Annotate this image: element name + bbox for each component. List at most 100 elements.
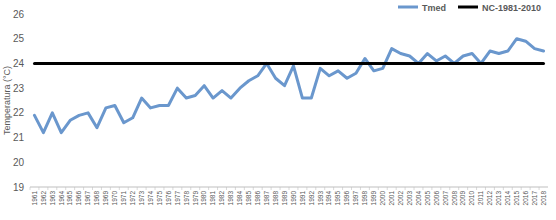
x-tick-label: 1967 <box>84 191 91 206</box>
x-tick <box>155 187 156 190</box>
x-tick <box>47 187 48 190</box>
legend-swatch <box>458 6 478 9</box>
x-tick-label: 1987 <box>263 191 270 206</box>
x-tick-label: 2012 <box>486 191 493 206</box>
x-tick <box>396 187 397 190</box>
x-tick-label: 1964 <box>58 191 65 206</box>
series-line <box>34 62 543 65</box>
x-tick <box>119 187 120 190</box>
x-tick <box>172 187 173 190</box>
legend-label: Tmed <box>422 3 446 13</box>
x-tick <box>315 187 316 190</box>
y-tick-label: 20 <box>13 157 25 168</box>
x-tick-label: 1975 <box>156 191 163 206</box>
x-tick <box>360 187 361 190</box>
x-tick-label: 1974 <box>147 191 154 206</box>
x-tick <box>146 187 147 190</box>
x-tick-label: 1989 <box>281 191 288 206</box>
x-tick-label: 1961 <box>31 191 38 206</box>
y-tick-label: 24 <box>13 58 25 69</box>
y-tick <box>28 14 30 15</box>
x-tick-label: 2015 <box>513 191 520 206</box>
x-tick <box>449 187 450 190</box>
x-tick-label: 2016 <box>522 191 529 206</box>
x-tick-label: 1995 <box>334 191 341 206</box>
x-tick <box>244 187 245 190</box>
chart: 1920212223242526Temperatura (°C)19611962… <box>0 0 556 220</box>
legend-label: NC-1981-2010 <box>482 3 541 13</box>
x-tick-label: 1990 <box>290 191 297 206</box>
x-tick <box>405 187 406 190</box>
x-tick <box>440 187 441 190</box>
x-tick-label: 1981 <box>209 191 216 206</box>
y-tick-label: 21 <box>13 132 25 143</box>
x-tick <box>56 187 57 190</box>
x-tick-label: 1986 <box>254 191 261 206</box>
x-tick-label: 1965 <box>66 191 73 206</box>
x-tick-label: 1977 <box>174 191 181 206</box>
x-tick-label: 1984 <box>236 191 243 206</box>
x-tick-label: 2002 <box>397 191 404 206</box>
x-tick-label: 2014 <box>504 191 511 206</box>
x-tick-label: 2007 <box>442 191 449 206</box>
x-tick-label: 1985 <box>245 191 252 206</box>
x-tick <box>539 187 540 190</box>
x-tick-label: 1966 <box>75 191 82 206</box>
x-tick <box>431 187 432 190</box>
x-tick-label: 1997 <box>352 191 359 206</box>
x-tick-label: 2018 <box>540 191 547 206</box>
y-tick-label: 19 <box>13 182 25 193</box>
x-tick <box>342 187 343 190</box>
x-tick <box>351 187 352 190</box>
x-tick-label: 2000 <box>379 191 386 206</box>
x-tick <box>306 187 307 190</box>
y-tick-label: 25 <box>13 33 25 44</box>
x-tick-label: 1993 <box>317 191 324 206</box>
x-tick <box>369 187 370 190</box>
x-tick <box>101 187 102 190</box>
x-tick <box>190 187 191 190</box>
x-tick-label: 2006 <box>433 191 440 206</box>
x-tick <box>414 187 415 190</box>
x-tick <box>530 187 531 190</box>
y-tick <box>28 38 30 39</box>
x-tick-label: 1982 <box>218 191 225 206</box>
x-tick <box>262 187 263 190</box>
x-tick-label: 1979 <box>192 191 199 206</box>
x-tick <box>181 187 182 190</box>
x-tick-label: 1992 <box>308 191 315 206</box>
y-tick-label: 26 <box>13 9 25 20</box>
y-tick <box>28 137 30 138</box>
x-tick <box>65 187 66 190</box>
y-tick <box>28 112 30 113</box>
x-tick <box>83 187 84 190</box>
x-tick <box>226 187 227 190</box>
x-tick <box>494 187 495 190</box>
x-tick <box>92 187 93 190</box>
x-tick <box>253 187 254 190</box>
x-tick <box>128 187 129 190</box>
x-tick <box>137 187 138 190</box>
x-tick-label: 2011 <box>477 191 484 205</box>
x-tick <box>512 187 513 190</box>
x-tick <box>271 187 272 190</box>
x-tick-label: 1991 <box>299 191 306 206</box>
x-tick-label: 1976 <box>165 191 172 206</box>
x-tick-label: 2004 <box>415 191 422 206</box>
x-tick <box>235 187 236 190</box>
x-tick-label: 1972 <box>129 191 136 206</box>
x-tick <box>485 187 486 190</box>
x-tick <box>476 187 477 190</box>
x-tick <box>74 187 75 190</box>
x-tick-label: 1973 <box>138 191 145 206</box>
x-tick-label: 1998 <box>361 191 368 206</box>
legend: Tmed NC-1981-2010 <box>398 3 541 13</box>
x-tick <box>30 187 31 190</box>
x-tick-label: 1980 <box>200 191 207 206</box>
x-tick <box>280 187 281 190</box>
x-tick-label: 1983 <box>227 191 234 206</box>
x-tick-label: 1999 <box>370 191 377 206</box>
y-tick <box>28 162 30 163</box>
x-tick-label: 2017 <box>531 191 538 206</box>
x-tick-label: 2001 <box>388 191 395 206</box>
